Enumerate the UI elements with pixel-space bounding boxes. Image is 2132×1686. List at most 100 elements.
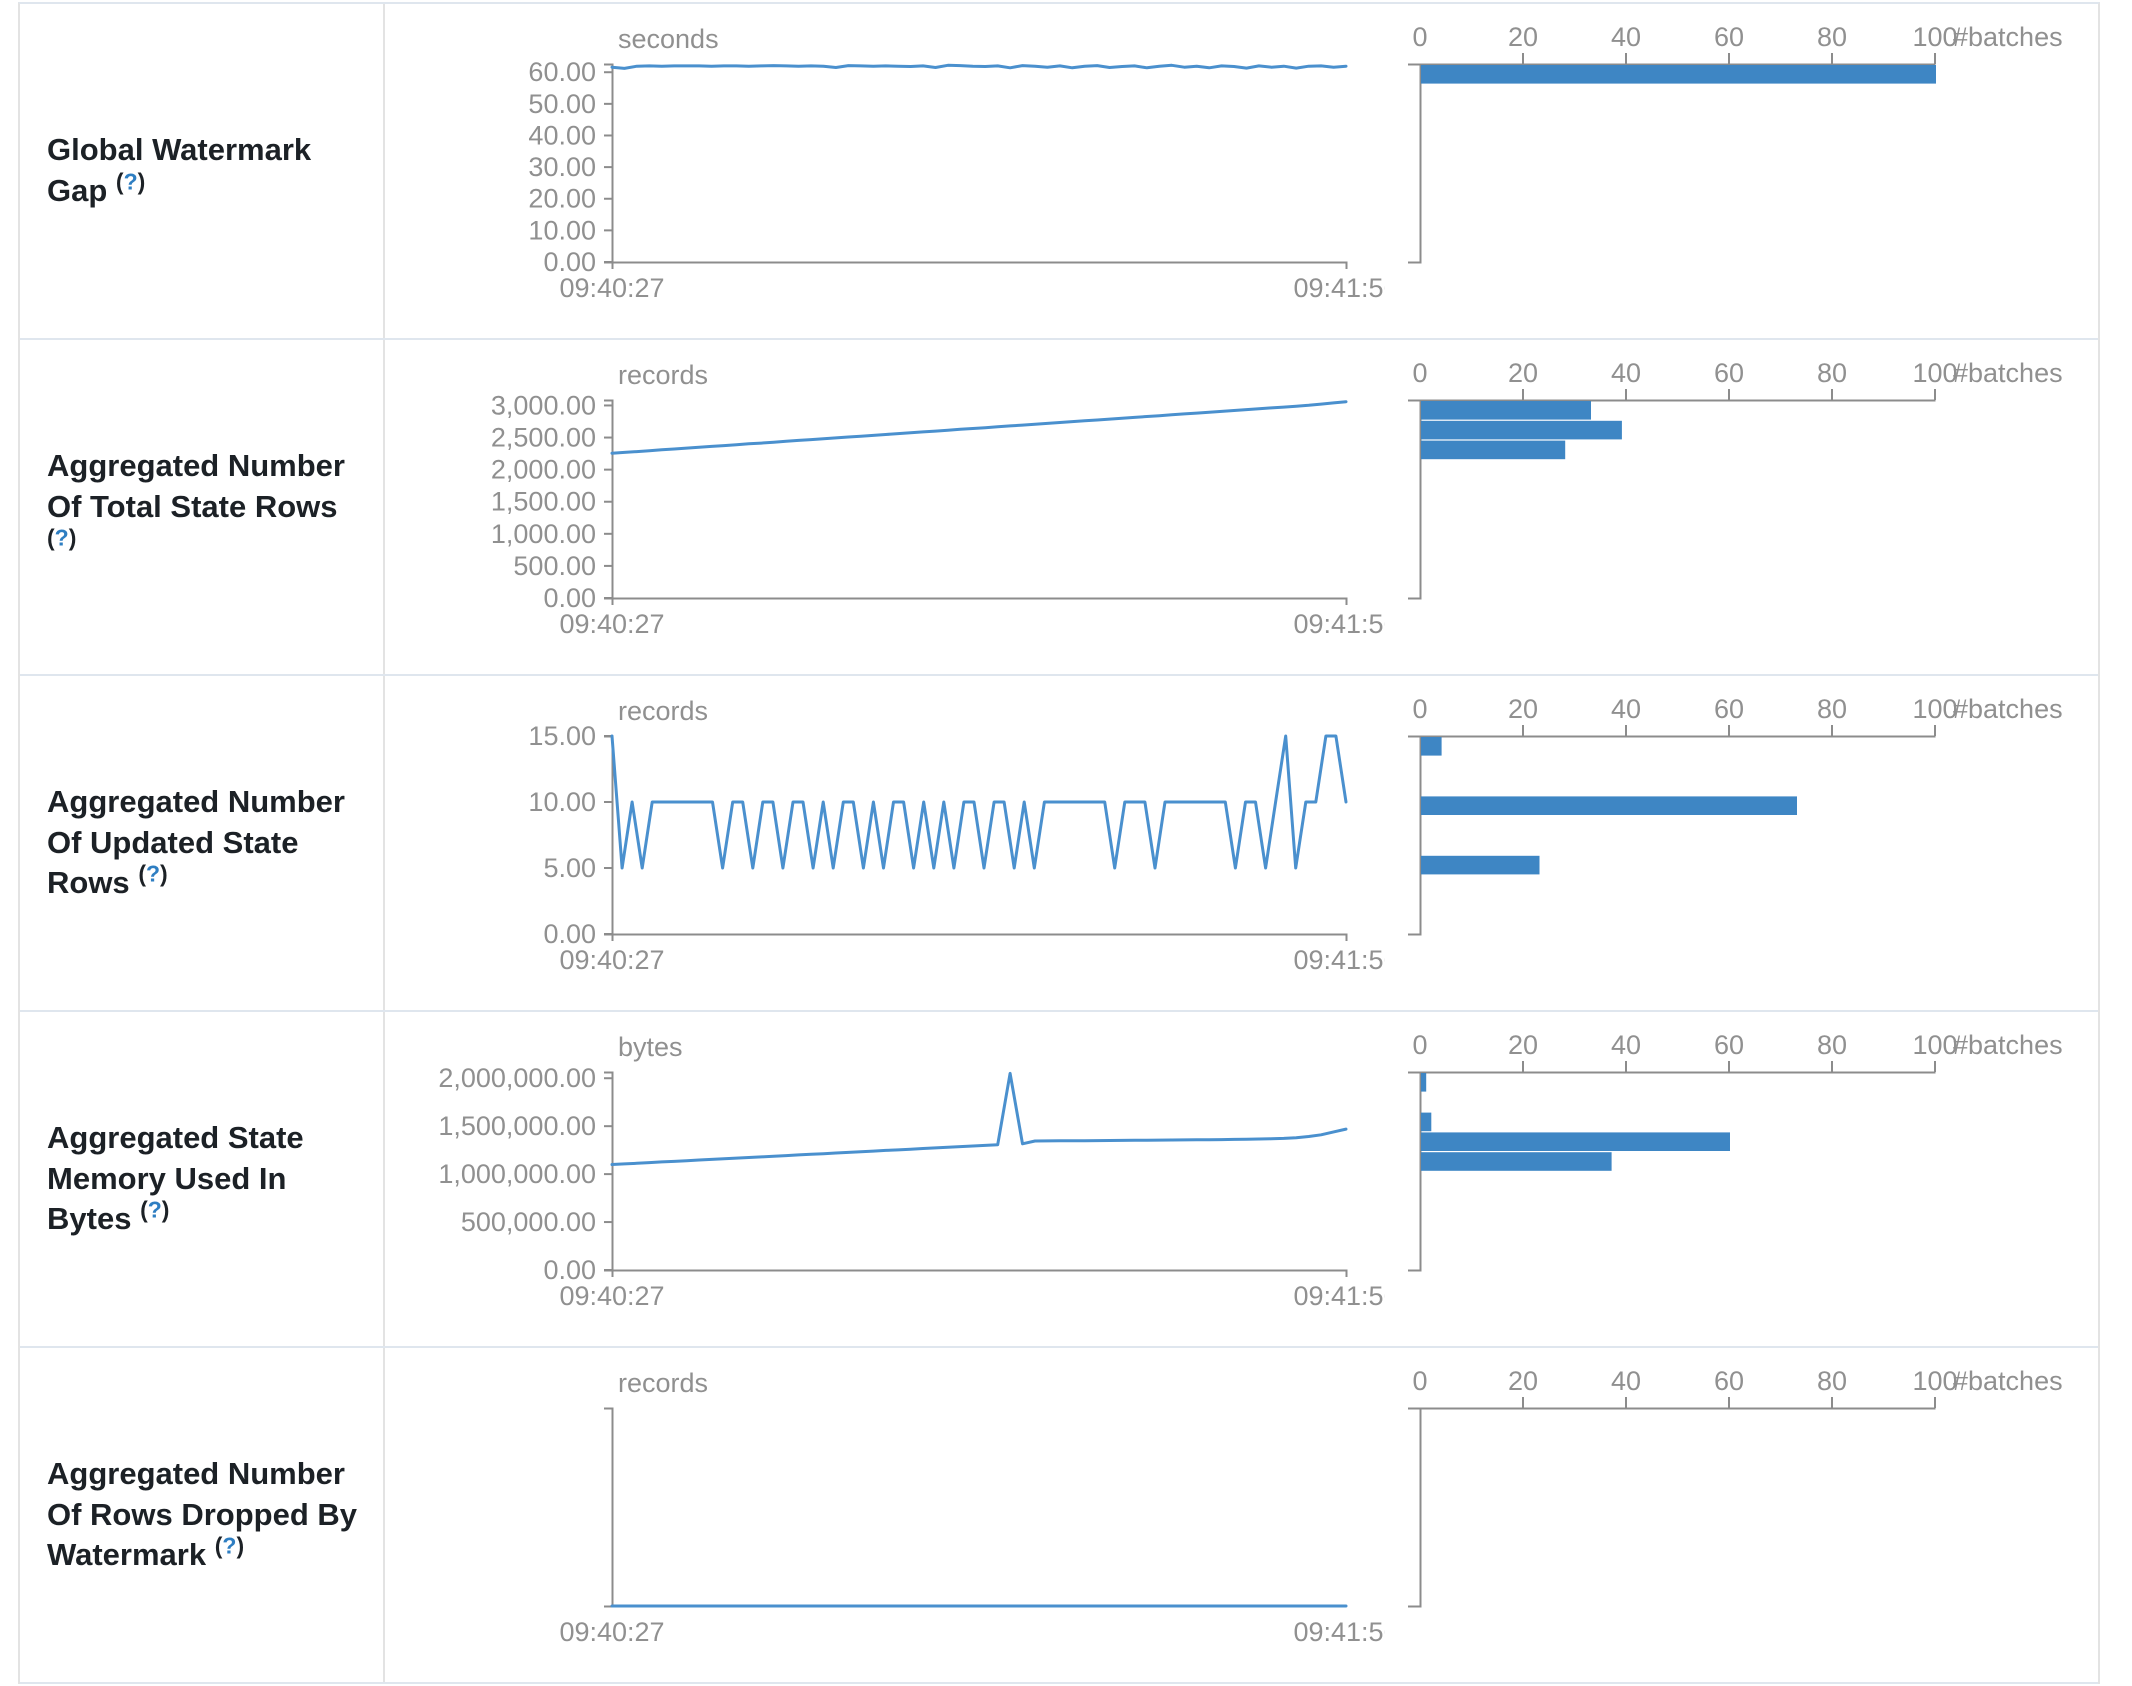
metric-label: Aggregated State Memory Used In Bytes (?… <box>47 1118 359 1241</box>
svg-text:1,000.00: 1,000.00 <box>491 519 596 549</box>
help-paren-open: ( <box>138 861 146 888</box>
svg-text:#batches: #batches <box>1953 1030 2063 1060</box>
metric-row: Aggregated State Memory Used In Bytes (?… <box>20 1012 2098 1348</box>
help-paren-close: ) <box>137 168 146 195</box>
svg-text:1,500.00: 1,500.00 <box>491 487 596 517</box>
svg-text:09:41:56: 09:41:56 <box>1293 609 1385 639</box>
svg-text:60.00: 60.00 <box>528 57 596 87</box>
metric-label-cell: Aggregated Number Of Rows Dropped By Wat… <box>20 1348 385 1682</box>
svg-text:1,500,000.00: 1,500,000.00 <box>438 1111 596 1141</box>
svg-text:30.00: 30.00 <box>528 152 596 182</box>
svg-text:09:40:27: 09:40:27 <box>559 945 664 975</box>
help-paren-open: ( <box>214 1533 223 1560</box>
metric-row: Global Watermark Gap (?) seconds 60.00 50.… <box>20 4 2098 340</box>
svg-text:20: 20 <box>1508 1030 1538 1060</box>
help-paren-close: ) <box>68 525 77 552</box>
svg-text:09:41:56: 09:41:56 <box>1293 1617 1385 1647</box>
metric-label-cell: Global Watermark Gap (?) <box>20 4 385 338</box>
help-tooltip-link[interactable]: (?) <box>47 525 76 551</box>
svg-text:10.00: 10.00 <box>528 787 596 817</box>
svg-text:80: 80 <box>1817 694 1847 724</box>
metric-label: Aggregated Number Of Rows Dropped By Wat… <box>47 1454 359 1577</box>
metric-row: Aggregated Number Of Rows Dropped By Wat… <box>20 1348 2098 1684</box>
svg-text:2,000,000.00: 2,000,000.00 <box>438 1063 596 1093</box>
svg-text:40: 40 <box>1611 694 1641 724</box>
help-paren-close: ) <box>161 1197 170 1224</box>
svg-text:100: 100 <box>1912 1030 1957 1060</box>
svg-text:records: records <box>618 1368 708 1398</box>
help-paren-open: ( <box>47 525 55 552</box>
svg-text:500,000.00: 500,000.00 <box>461 1207 596 1237</box>
metric-label: Aggregated Number Of Total State Rows (?… <box>47 446 359 569</box>
svg-text:0: 0 <box>1412 1030 1427 1060</box>
metric-label-text: Aggregated Number Of Updated State Rows <box>47 783 345 901</box>
svg-text:60: 60 <box>1714 694 1744 724</box>
svg-text:20: 20 <box>1508 1366 1538 1396</box>
svg-text:60: 60 <box>1714 358 1744 388</box>
charts-cell: seconds 60.00 50.00 40.00 30.00 20.00 10.00 0.0… <box>385 4 2098 338</box>
svg-text:09:41:56: 09:41:56 <box>1293 1281 1385 1311</box>
svg-text:60: 60 <box>1714 22 1744 52</box>
metric-label: Global Watermark Gap (?) <box>47 130 359 212</box>
help-tooltip-link[interactable]: (?) <box>116 169 145 195</box>
help-paren-close: ) <box>236 1533 245 1560</box>
charts-cell: records 3,000.00 2,500.00 2,000.00 1,500.00 1… <box>385 340 2098 674</box>
histogram-chart: 0 20 40 60 80 100#batches <box>1408 694 2063 936</box>
svg-text:#batches: #batches <box>1953 22 2063 52</box>
help-tooltip-link[interactable]: (?) <box>138 861 167 887</box>
svg-text:60: 60 <box>1714 1366 1744 1396</box>
help-question-icon[interactable]: ? <box>222 1533 237 1560</box>
metric-label-cell: Aggregated State Memory Used In Bytes (?… <box>20 1012 385 1346</box>
help-question-icon[interactable]: ? <box>145 861 161 888</box>
histogram-chart: 0 20 40 60 80 100#batches <box>1408 358 2063 600</box>
svg-text:100: 100 <box>1912 1366 1957 1396</box>
svg-text:20: 20 <box>1508 694 1538 724</box>
svg-text:40: 40 <box>1611 1030 1641 1060</box>
svg-text:40: 40 <box>1611 22 1641 52</box>
svg-text:3,000.00: 3,000.00 <box>491 390 596 420</box>
svg-text:80: 80 <box>1817 22 1847 52</box>
svg-text:09:40:27: 09:40:27 <box>559 1617 664 1647</box>
svg-text:0.00: 0.00 <box>543 247 596 277</box>
timeline-chart: records 3,000.002,500.002,000.001,500.001… <box>491 360 1385 639</box>
svg-text:records: records <box>618 696 708 726</box>
histogram-chart: 0 20 40 60 80 100#batches <box>1408 22 2063 264</box>
metric-label-cell: Aggregated Number Of Total State Rows (?… <box>20 340 385 674</box>
svg-text:5.00: 5.00 <box>543 853 596 883</box>
svg-text:100: 100 <box>1912 22 1957 52</box>
svg-text:09:40:27: 09:40:27 <box>559 609 664 639</box>
histogram-chart: 0 20 40 60 80 100#batches <box>1408 1366 2063 1608</box>
svg-text:500.00: 500.00 <box>513 551 596 581</box>
help-tooltip-link[interactable]: (?) <box>215 1533 244 1559</box>
svg-text:09:41:56: 09:41:56 <box>1293 273 1385 303</box>
svg-text:0: 0 <box>1412 1366 1427 1396</box>
svg-text:seconds: seconds <box>618 24 719 54</box>
help-tooltip-link[interactable]: (?) <box>140 1197 169 1223</box>
help-question-icon[interactable]: ? <box>54 525 69 552</box>
help-paren-close: ) <box>160 861 168 888</box>
metric-label: Aggregated Number Of Updated State Rows … <box>47 782 359 905</box>
svg-text:100: 100 <box>1912 358 1957 388</box>
svg-text:80: 80 <box>1817 358 1847 388</box>
svg-text:0.00: 0.00 <box>543 919 596 949</box>
help-question-icon[interactable]: ? <box>123 168 138 195</box>
svg-text:0: 0 <box>1412 358 1427 388</box>
svg-text:60: 60 <box>1714 1030 1744 1060</box>
svg-text:1,000,000.00: 1,000,000.00 <box>438 1159 596 1189</box>
metric-row: Aggregated Number Of Total State Rows (?… <box>20 340 2098 676</box>
help-question-icon[interactable]: ? <box>147 1197 162 1224</box>
metric-label-text: Aggregated Number Of Total State Rows <box>47 447 345 524</box>
svg-text:40.00: 40.00 <box>528 120 596 150</box>
svg-text:#batches: #batches <box>1953 1366 2063 1396</box>
help-paren-open: ( <box>115 168 124 195</box>
svg-text:15.00: 15.00 <box>528 721 596 751</box>
svg-text:20: 20 <box>1508 22 1538 52</box>
svg-text:0: 0 <box>1412 694 1427 724</box>
svg-text:0.00: 0.00 <box>543 583 596 613</box>
charts-cell: records 09:40:27 09:41:56 0 20 40 60 80 100#bat… <box>385 1348 2098 1682</box>
streaming-metrics-table: Global Watermark Gap (?) seconds 60.00 50.… <box>18 2 2100 1684</box>
metric-row: Aggregated Number Of Updated State Rows … <box>20 676 2098 1012</box>
metric-label-cell: Aggregated Number Of Updated State Rows … <box>20 676 385 1010</box>
svg-text:records: records <box>618 360 708 390</box>
